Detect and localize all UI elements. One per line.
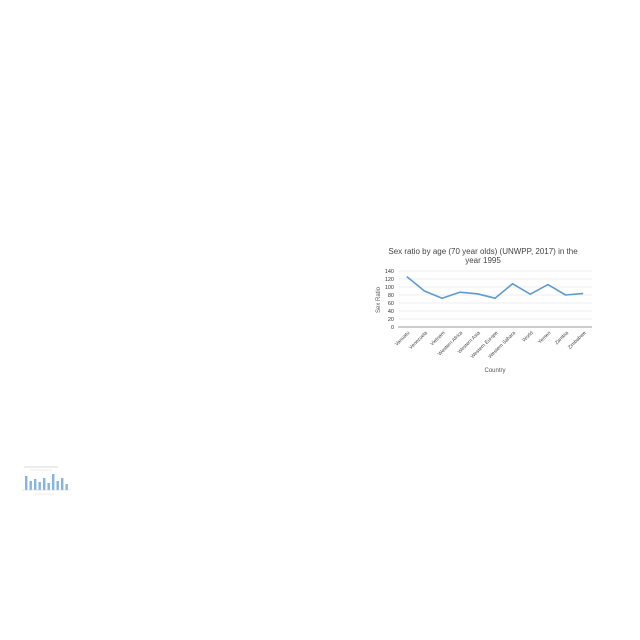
thumbnail-bar (61, 478, 64, 490)
thumbnail-bar (43, 478, 46, 490)
thumbnail-bar (47, 483, 50, 490)
y-tick-label: 120 (385, 277, 394, 283)
x-tick-label: Venezuela (408, 330, 429, 351)
gridlines (398, 270, 592, 328)
y-tick-label: 80 (388, 293, 394, 299)
x-tick-label: Zimbabwe (567, 330, 588, 351)
line-chart: Sex ratio by age (70 year olds) (UNWPP, … (376, 247, 592, 374)
thumbnail-bar (52, 474, 55, 490)
chart-title-line-1: Sex ratio by age (70 year olds) (UNWPP, … (388, 247, 578, 256)
x-tick-label: World (521, 330, 535, 344)
thumbnail-bar (38, 482, 41, 490)
thumbnail-bar (65, 484, 68, 490)
y-tick-label: 0 (391, 325, 394, 331)
thumbnail-bar (29, 481, 32, 490)
y-tick-label: 100 (385, 285, 394, 291)
thumbnail-bar-chart (14, 462, 72, 498)
series-layer (406, 275, 584, 300)
y-axis-ticks: 0 20 40 60 80 100 120 140 (385, 269, 394, 331)
y-tick-label: 60 (388, 301, 394, 307)
x-axis-title: Country (484, 368, 505, 374)
thumbnail-bar (34, 479, 37, 490)
y-tick-label: 140 (385, 269, 394, 275)
y-tick-label: 20 (388, 317, 394, 323)
x-tick-label: Zambia (554, 330, 570, 346)
x-tick-label: Yemen (537, 330, 552, 345)
chart-title-line-2: year 1995 (465, 256, 501, 265)
thumbnail-bar (25, 476, 28, 490)
y-axis-title: Sex Ratio (376, 286, 382, 313)
thumbnail-bar (56, 481, 59, 490)
thumbnail-bars (25, 474, 68, 490)
y-tick-label: 40 (388, 309, 394, 315)
